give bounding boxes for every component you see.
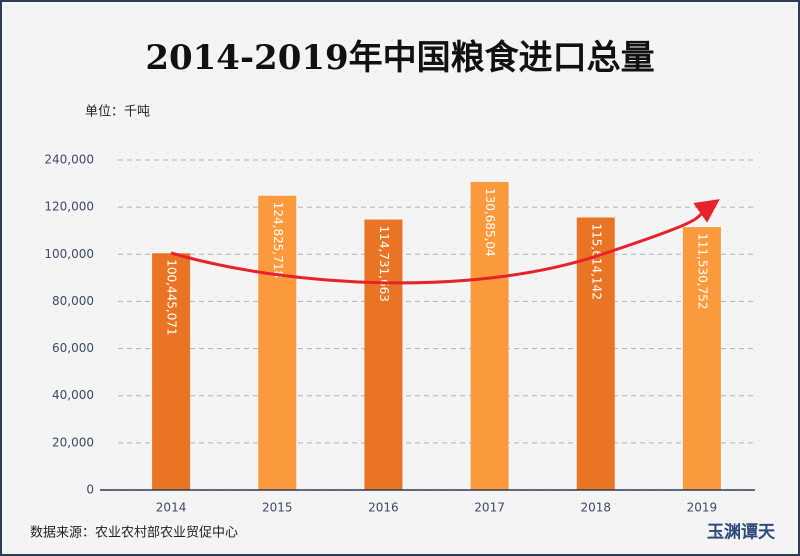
source: 数据来源：农业农村部农业贸促中心 — [30, 526, 238, 541]
x-tick-label: 2015 — [262, 501, 293, 515]
value-label: 111,530,752 — [695, 233, 709, 309]
y-tick-label: 40,000 — [52, 388, 94, 402]
value-label: 130,685,04 — [483, 188, 497, 257]
value-label: 115,614,142 — [589, 223, 603, 299]
y-tick-label: 80,000 — [52, 294, 94, 308]
y-tick-label: 240,000 — [44, 153, 94, 167]
watermark: 玉渊谭天 — [707, 522, 776, 543]
bar — [470, 181, 509, 490]
x-tick-label: 2016 — [368, 501, 399, 515]
x-tick-label: 2018 — [580, 501, 611, 515]
chart-title: 2014-2019年中国粮食进口总量 — [145, 38, 654, 78]
y-tick-label: 120,000 — [44, 200, 94, 214]
y-tick-label: 0 — [86, 483, 94, 497]
trend-arrow — [170, 199, 720, 285]
bar — [682, 227, 721, 490]
y-tick-label: 60,000 — [52, 341, 94, 355]
y-tick-label: 100,000 — [44, 247, 94, 261]
value-label: 124,825,718 — [271, 202, 285, 278]
bar — [364, 219, 403, 490]
unit-label: 单位：千吨 — [85, 105, 150, 120]
value-label: 100,445,071 — [165, 259, 179, 335]
x-tick-label: 2014 — [156, 501, 187, 515]
x-tick-label: 2017 — [474, 501, 505, 515]
value-label: 114,731,663 — [377, 226, 391, 302]
y-tick-label: 20,000 — [52, 435, 94, 449]
bar — [152, 253, 191, 490]
bar — [576, 217, 615, 490]
x-tick-label: 2019 — [687, 501, 718, 515]
bar — [258, 195, 297, 490]
